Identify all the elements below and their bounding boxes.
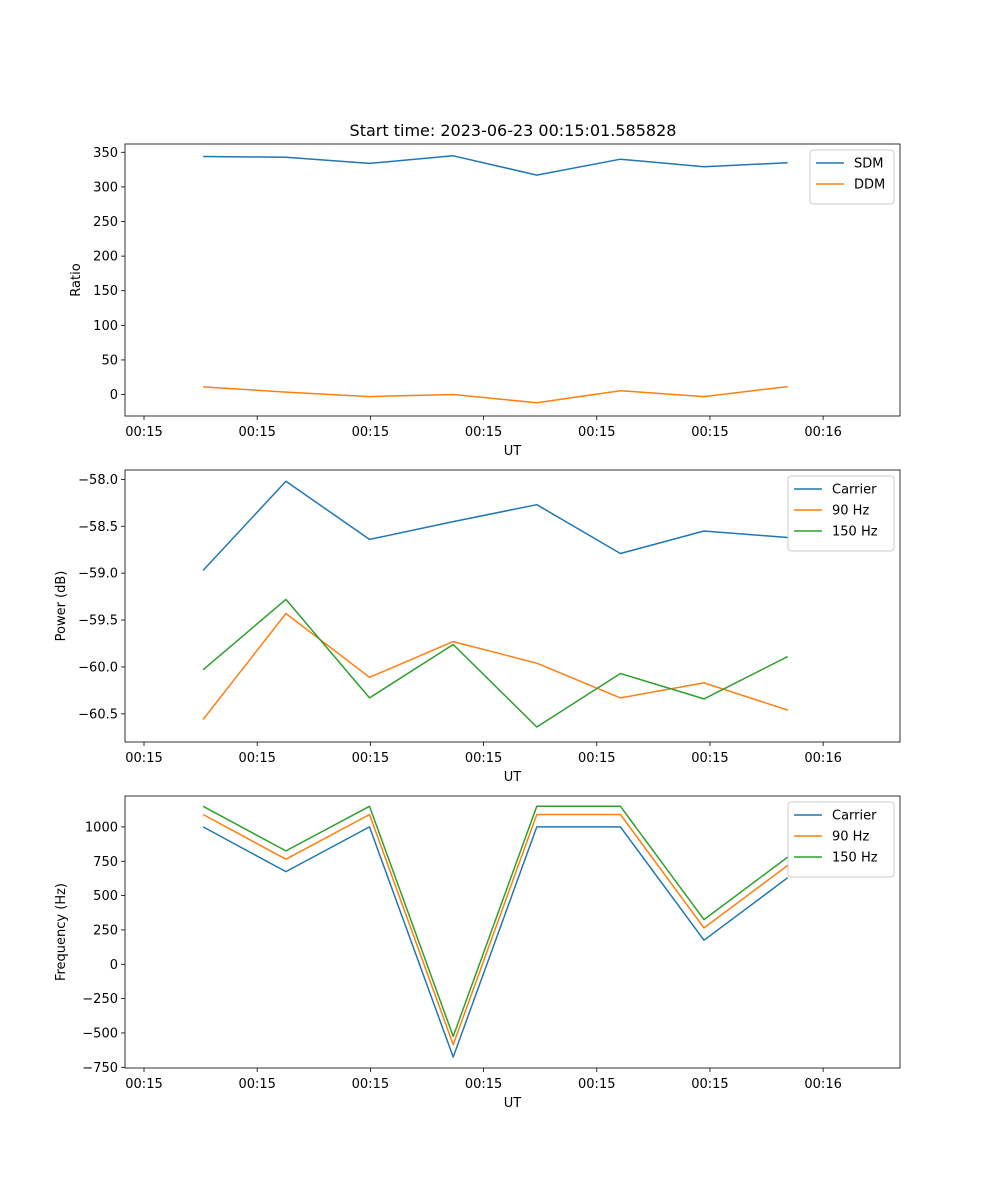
y-axis-label: Power (dB)	[54, 571, 69, 642]
legend-label: Carrier	[832, 809, 877, 824]
y-tick-label: −59.0	[78, 567, 118, 582]
series-line-90-hz	[202, 612, 788, 720]
series-line-150-hz	[202, 598, 789, 728]
x-tick-label: 00:15	[238, 1077, 275, 1092]
y-tick-label: −750	[82, 1061, 118, 1076]
chart-panel-2: 00:15 00:15 00:15 00:15 00:15 00:15 00:16 −60.5…	[54, 469, 901, 785]
y-tick-label: 100	[93, 319, 118, 334]
legend-box	[787, 475, 895, 552]
y-tick-label: −500	[82, 1026, 118, 1041]
x-tick-label: 00:16	[804, 1077, 841, 1092]
x-tick-label: 00:15	[238, 751, 275, 766]
x-tick-label: 00:15	[578, 1077, 615, 1092]
legend-label: 150 Hz	[832, 525, 878, 540]
y-tick-label: 150	[93, 284, 118, 299]
x-tick-label: 00:16	[804, 751, 841, 766]
x-tick-label: 00:15	[691, 1077, 728, 1092]
y-tick-label: 250	[93, 923, 118, 938]
x-tick-label: 00:16	[804, 425, 841, 440]
y-tick-label: 0	[110, 958, 118, 973]
y-tick-label: 50	[101, 353, 118, 368]
legend-label: 150 Hz	[832, 851, 878, 866]
x-tick-label: 00:15	[125, 1077, 162, 1092]
y-tick-label: −60.0	[78, 660, 118, 675]
y-tick-label: 0	[110, 388, 118, 403]
series-line-90-hz	[202, 813, 789, 1046]
y-axis-label: Ratio	[69, 263, 84, 296]
legend: Carrier 90 Hz 150 Hz	[787, 475, 895, 552]
plot-area-frame	[124, 795, 901, 1069]
series-line-150-hz	[202, 805, 789, 1038]
y-tick-label: 200	[93, 250, 118, 265]
legend-label: 90 Hz	[832, 830, 869, 845]
x-tick-label: 00:15	[691, 751, 728, 766]
x-tick-label: 00:15	[352, 425, 389, 440]
x-tick-label: 00:15	[465, 751, 502, 766]
series-line-ddm	[203, 385, 788, 404]
y-tick-label: 300	[93, 180, 118, 195]
y-tick-label: 750	[93, 855, 118, 870]
series-line-carrier	[202, 826, 789, 1058]
figure-title: Start time: 2023-06-23 00:15:01.585828	[350, 121, 677, 140]
y-tick-label: −58.0	[78, 473, 118, 488]
chart-panel-3: 00:15 00:15 00:15 00:15 00:15 00:15 00:16 −750 −…	[54, 795, 901, 1111]
y-tick-label: 250	[93, 215, 118, 230]
chart-panel-1: 00:15 00:15 00:15 00:15 00:15 00:15 00:16 0 50 10…	[69, 143, 901, 459]
y-tick-label: −60.5	[78, 707, 118, 722]
x-tick-label: 00:15	[238, 425, 275, 440]
y-tick-label: 500	[93, 889, 118, 904]
legend-label: DDM	[854, 178, 885, 193]
legend-box	[787, 801, 895, 878]
x-axis-label: UT	[504, 444, 522, 459]
series-line-sdm	[203, 155, 788, 176]
y-tick-label: 1000	[85, 820, 118, 835]
legend: SDM DDM	[809, 149, 895, 205]
legend-label: 90 Hz	[832, 504, 869, 519]
x-tick-label: 00:15	[125, 751, 162, 766]
y-tick-label: −59.5	[78, 614, 118, 629]
x-tick-label: 00:15	[578, 751, 615, 766]
legend-label: SDM	[854, 157, 883, 172]
legend: Carrier 90 Hz 150 Hz	[787, 801, 895, 878]
x-axis-label: UT	[504, 1096, 522, 1111]
x-tick-label: 00:15	[352, 1077, 389, 1092]
plot-area-frame	[124, 469, 901, 743]
x-axis-label: UT	[504, 770, 522, 785]
x-tick-label: 00:15	[352, 751, 389, 766]
x-tick-label: 00:15	[578, 425, 615, 440]
x-tick-label: 00:15	[691, 425, 728, 440]
x-tick-label: 00:15	[465, 1077, 502, 1092]
y-tick-label: −250	[82, 992, 118, 1007]
series-line-carrier	[202, 480, 788, 571]
legend-label: Carrier	[832, 483, 877, 498]
y-tick-label: −58.5	[78, 520, 118, 535]
x-tick-label: 00:15	[465, 425, 502, 440]
y-axis-label: Frequency (Hz)	[54, 883, 69, 981]
y-tick-label: 350	[93, 146, 118, 161]
x-tick-label: 00:15	[125, 425, 162, 440]
plot-area-frame	[124, 143, 901, 417]
